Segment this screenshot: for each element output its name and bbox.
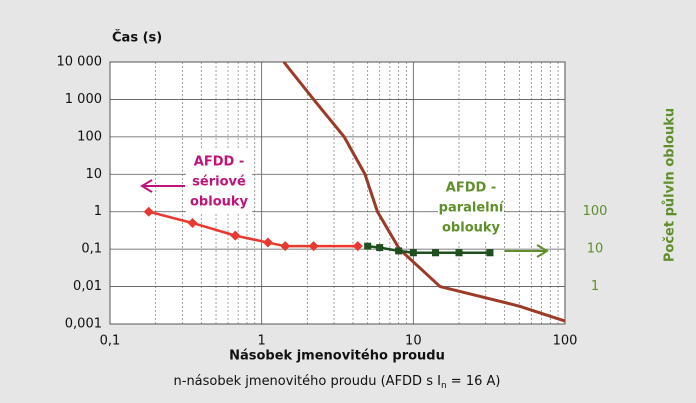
note-text: n-násobek jmenovitého proudu (AFDD s I [174,374,441,389]
y2-axis-title: Počet půlvln oblouku [663,108,678,262]
annotation: paralelní [439,201,505,216]
note: n-násobek jmenovitého proudu (AFDD s In … [174,374,501,391]
y-tick-label: 0,1 [81,242,102,257]
marker [486,249,494,257]
marker [280,241,291,252]
arrow-head [140,179,153,193]
annotation: AFDD - [194,155,244,170]
y2-tick-label: 100 [583,204,608,219]
marker [431,249,439,257]
marker [230,230,241,241]
annotation: sériové [192,175,246,190]
y-tick-label: 1 000 [65,92,102,107]
marker [395,247,403,255]
y-tick-label: 0,001 [65,317,102,332]
x-tick-label: 100 [553,334,578,349]
x-axis-title: Násobek jmenovitého proudu [229,349,445,364]
y-tick-label: 100 [77,129,102,144]
series-line [282,61,566,323]
marker [308,241,319,252]
y-tick-label: 10 [85,167,102,182]
y-tick-label: 10 000 [57,55,103,70]
marker [364,242,372,250]
marker [143,206,154,217]
x-tick-label: 10 [405,334,422,349]
annotation: AFDD - [446,181,496,196]
y-tick-label: 0,01 [73,279,102,294]
annotation-box [438,176,504,240]
annotation: oblouky [442,221,501,236]
marker [262,237,273,248]
note-subscript: n [441,381,447,391]
marker [455,249,463,257]
x-tick-label: 0,1 [100,334,121,349]
annotation-box [186,150,252,214]
note-text: = 16 A) [447,374,501,389]
arrow-head [536,244,549,258]
y-axis-title: Čas (s) [112,30,162,46]
marker [409,249,417,257]
annotation: oblouky [190,195,249,210]
x-tick-label: 1 [258,334,266,349]
y2-tick-label: 1 [591,279,599,294]
marker [352,241,363,252]
marker [376,244,384,252]
y2-tick-label: 10 [587,242,604,257]
plot: 10 000 1 000 100 10 1 0,1 0,01 0,001 0,1 1 10 100 10… [57,55,608,349]
annotations: AFDD - sériové oblouky AFDD - paralelní oblou… [190,155,505,236]
y-tick-label: 1 [94,204,102,219]
marker [187,217,198,228]
